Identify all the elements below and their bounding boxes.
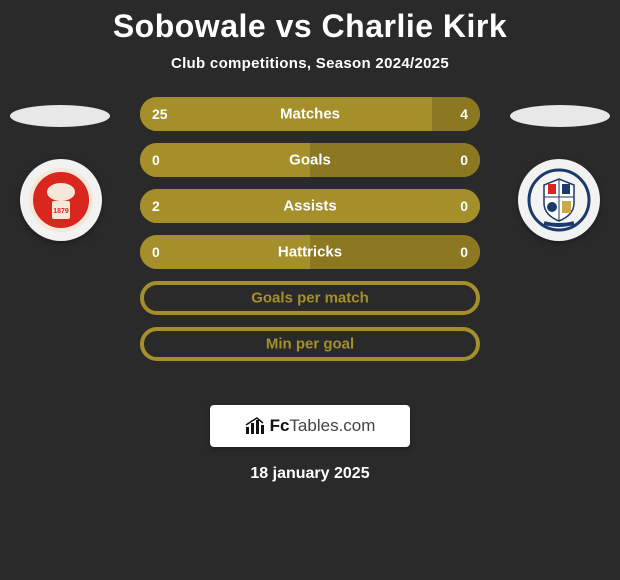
svg-text:1879: 1879 [53, 208, 69, 215]
stat-row: 0 0 Goals [140, 143, 480, 177]
player-oval-right [510, 105, 610, 127]
page-title: Sobowale vs Charlie Kirk [0, 0, 620, 45]
source-logo: FcTables.com [210, 405, 410, 447]
team-crest-right [518, 159, 600, 241]
stat-value-right: 0 [460, 152, 468, 168]
bar-fill-right [432, 97, 480, 131]
stat-value-left: 0 [152, 244, 160, 260]
comparison-infographic: Sobowale vs Charlie Kirk Club competitio… [0, 0, 620, 580]
stat-value-left: 25 [152, 106, 168, 122]
stat-row-empty: Min per goal [140, 327, 480, 361]
stat-value-left: 0 [152, 152, 160, 168]
stat-row: 2 0 Assists [140, 189, 480, 223]
stat-label: Goals [289, 152, 331, 169]
stat-row: 0 0 Hattricks [140, 235, 480, 269]
stat-value-left: 2 [152, 198, 160, 214]
logo-prefix: Fc [270, 416, 290, 435]
bar-chart-icon [245, 417, 267, 435]
stat-row-empty: Goals per match [140, 281, 480, 315]
stat-row: 25 4 Matches [140, 97, 480, 131]
stat-label: Goals per match [251, 290, 369, 307]
logo-suffix: Tables.com [289, 416, 375, 435]
bar-fill-left [140, 143, 310, 177]
stat-bars: 25 4 Matches 0 0 Goals 2 0 Assists 0 0 Hattricks Goa… [140, 97, 480, 373]
player-oval-left [10, 105, 110, 127]
stat-label: Assists [283, 198, 336, 215]
crest-right-badge [526, 167, 592, 233]
bar-fill-right [310, 143, 480, 177]
crest-left-badge: 1879 [28, 167, 94, 233]
stat-value-right: 0 [460, 198, 468, 214]
logo-text: FcTables.com [245, 416, 376, 436]
chart-area: 1879 25 4 Matches 0 0 Goals 2 0 Assists 0 0 Hattric… [0, 97, 620, 397]
stat-label: Min per goal [266, 336, 354, 353]
footer-date: 18 january 2025 [0, 465, 620, 483]
stat-value-right: 0 [460, 244, 468, 260]
stat-value-right: 4 [460, 106, 468, 122]
page-subtitle: Club competitions, Season 2024/2025 [0, 55, 620, 72]
team-crest-left: 1879 [20, 159, 102, 241]
stat-label: Matches [280, 106, 340, 123]
stat-label: Hattricks [278, 244, 342, 261]
